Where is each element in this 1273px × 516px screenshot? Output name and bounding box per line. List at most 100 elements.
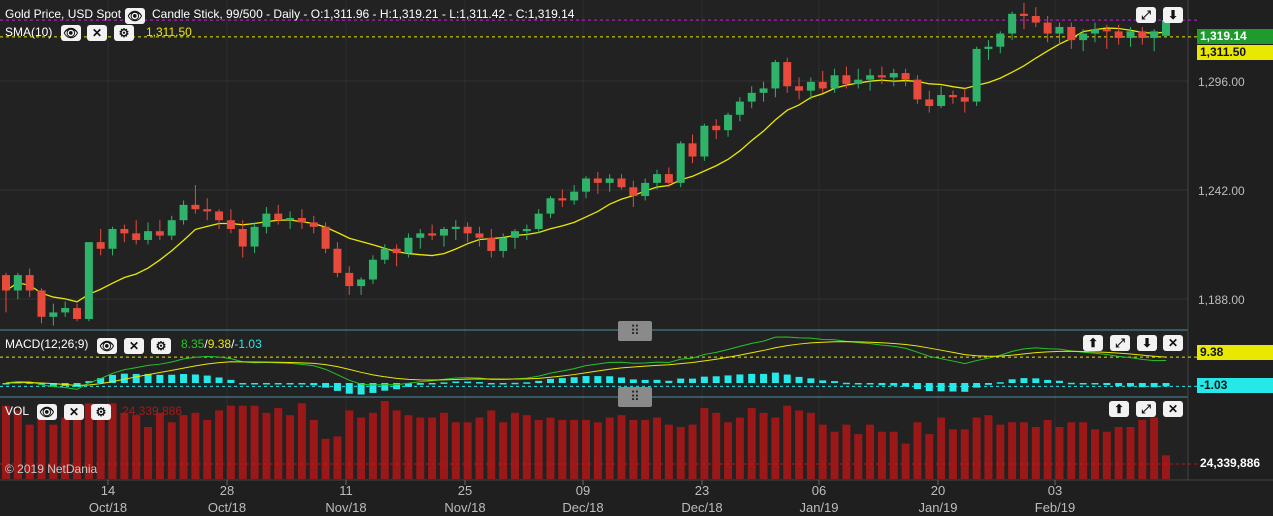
volume-bar: [475, 417, 484, 479]
candle: [1162, 20, 1170, 36]
macd-hist-bar: [1103, 383, 1111, 386]
macd-hist-bar: [819, 380, 827, 383]
macd-gear-icon[interactable]: ⚙: [151, 338, 171, 354]
candle: [735, 101, 744, 115]
volume-bar: [203, 419, 212, 479]
volume-bar: [345, 410, 354, 479]
sma-gear-icon[interactable]: ⚙: [114, 25, 134, 41]
macd-values: 8.35/9.38/-1.03: [181, 337, 262, 351]
volume-bar: [582, 419, 590, 479]
chart-info: Candle Stick, 99/500 - Daily - O:1,311.9…: [152, 7, 575, 21]
volume-bar: [522, 415, 531, 479]
macd-hist-bar: [925, 383, 933, 392]
volume-bar: [463, 422, 472, 479]
volume-bar: [321, 438, 330, 479]
panel-resize-handle[interactable]: ⠿: [618, 321, 652, 341]
macd-hist-bar: [144, 373, 152, 383]
vol-up-icon[interactable]: ⬆: [1109, 401, 1129, 417]
x-tick-month: Oct/18: [207, 500, 247, 515]
expand-icon[interactable]: ⤢: [1136, 7, 1156, 23]
candle: [1150, 31, 1159, 38]
candle: [866, 75, 875, 80]
macd-eye-icon[interactable]: 👁: [97, 338, 117, 354]
candle: [13, 275, 22, 291]
candle: [960, 97, 969, 102]
panel-resize-handle-2[interactable]: ⠿: [618, 387, 652, 407]
y-label-2: 1,242.00: [1198, 184, 1245, 198]
candle: [605, 178, 614, 183]
candle: [546, 198, 555, 214]
macd-expand-icon[interactable]: ⤢: [1110, 335, 1130, 351]
candle: [321, 226, 330, 249]
macd-hist-bar: [369, 383, 377, 393]
macd-hist-bar: [475, 382, 483, 384]
candle: [582, 178, 590, 192]
candle: [250, 226, 259, 247]
volume-bar: [179, 415, 188, 479]
volume-bar: [901, 443, 910, 479]
vol-expand-icon[interactable]: ⤢: [1136, 401, 1156, 417]
sma-eye-icon[interactable]: 👁: [61, 25, 81, 41]
macd-signal-tag: 9.38: [1197, 345, 1273, 360]
volume-bar: [1162, 455, 1170, 479]
vol-eye-icon[interactable]: 👁: [37, 404, 57, 420]
macd-hist-bar: [109, 374, 117, 383]
macd-hist-bar: [890, 383, 898, 386]
macd-hist-bar: [464, 381, 472, 384]
macd-hist-bar: [854, 383, 862, 385]
macd-up-icon[interactable]: ⬆: [1083, 335, 1103, 351]
candle: [475, 233, 484, 238]
candle: [593, 178, 602, 183]
macd-hist-bar: [606, 376, 614, 383]
candle: [96, 242, 105, 249]
macd-close-icon[interactable]: ✕: [124, 338, 144, 354]
candle: [1138, 31, 1147, 38]
candle: [1008, 13, 1017, 34]
candle: [570, 191, 579, 201]
candle: [428, 233, 437, 236]
sma-close-icon[interactable]: ✕: [87, 25, 107, 41]
candle: [984, 46, 993, 49]
macd-hist-bar: [665, 380, 673, 383]
macd-hist-bar: [748, 373, 756, 383]
eye-icon[interactable]: 👁: [125, 8, 145, 24]
vol-close-panel-icon[interactable]: ✕: [1163, 401, 1183, 417]
candle: [368, 259, 377, 280]
volume-bar: [286, 415, 295, 479]
macd-hist-bar: [357, 383, 365, 395]
candle: [818, 81, 827, 89]
macd-down-icon[interactable]: ⬇: [1137, 335, 1157, 351]
macd-hist-bar: [1091, 383, 1099, 385]
macd-hist-bar: [677, 378, 685, 383]
volume-bar: [61, 417, 70, 479]
macd-hist-bar: [937, 383, 945, 392]
macd-hist-bar: [97, 378, 105, 383]
plot-background: [0, 0, 1188, 480]
volume-bar: [913, 422, 922, 479]
macd-hist-bar: [1032, 378, 1040, 383]
volume-bar: [191, 412, 200, 479]
macd-hist-bar: [333, 383, 341, 391]
volume-bar: [404, 415, 413, 479]
macd-hist-bar: [381, 383, 389, 391]
x-tick-day: 25: [457, 483, 473, 498]
volume-bar: [546, 417, 555, 479]
candle: [37, 290, 46, 317]
candle: [759, 88, 768, 93]
volume-bar: [1150, 417, 1159, 479]
candle: [1043, 22, 1052, 34]
macd-hist-bar: [724, 375, 732, 383]
download-icon[interactable]: ⬇: [1163, 7, 1183, 23]
macd-hist-bar: [499, 383, 507, 385]
candle: [1102, 29, 1111, 32]
vol-gear-icon[interactable]: ⚙: [91, 404, 111, 420]
volume-bar: [439, 412, 448, 479]
candle: [487, 237, 496, 251]
candle: [309, 222, 318, 227]
vol-close-icon[interactable]: ✕: [64, 404, 84, 420]
candle: [842, 75, 851, 85]
volume-bar: [487, 410, 496, 479]
volume-bar: [984, 415, 993, 479]
macd-close-panel-icon[interactable]: ✕: [1163, 335, 1183, 351]
